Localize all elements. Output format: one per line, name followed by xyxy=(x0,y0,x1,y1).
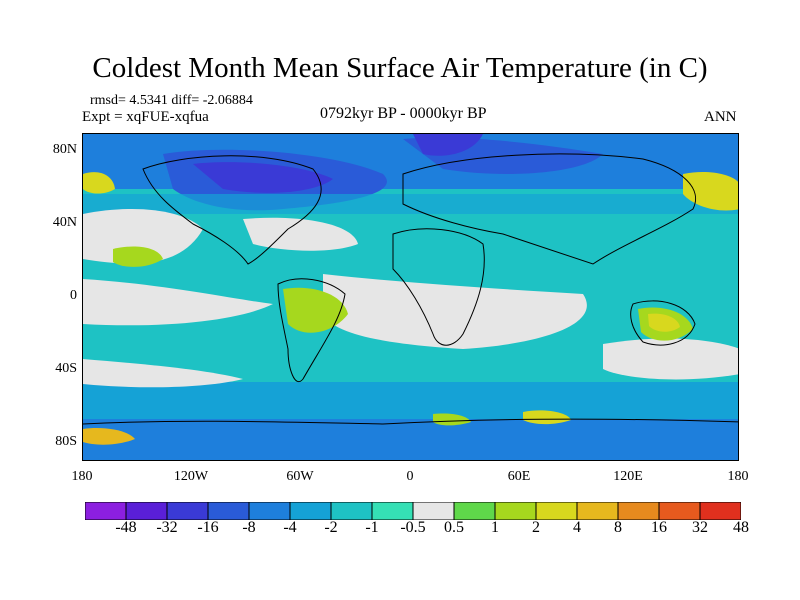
colorbar-swatch xyxy=(125,502,168,520)
north-america-coldest xyxy=(193,162,333,193)
time-period: 0792kyr BP - 0000kyr BP xyxy=(320,105,487,122)
coastline-antarctica xyxy=(83,418,738,425)
lon-label-120w: 120W xyxy=(173,469,209,484)
colorbar-swatch xyxy=(494,502,537,520)
south-pacific-neutral xyxy=(83,359,243,388)
coastline-eurasia xyxy=(402,153,696,265)
colorbar-tick-label: -32 xyxy=(156,519,178,536)
colorbar-swatch xyxy=(658,502,701,520)
kamchatka-warm xyxy=(683,172,738,211)
lon-label-180w: 180 xyxy=(71,469,93,484)
antarctic-warm-patch-2 xyxy=(433,413,471,426)
lat-label-80n: 80N xyxy=(52,142,77,157)
mid-latitude-band xyxy=(83,194,738,214)
lon-label-180e: 180 xyxy=(727,469,749,484)
australia-south-neutral xyxy=(603,338,738,380)
temperature-map xyxy=(83,134,738,460)
colorbar-tick-label: 32 xyxy=(692,519,708,536)
atlantic-north-neutral xyxy=(243,217,358,251)
ross-sea-warm xyxy=(83,428,135,445)
colorbar-swatch xyxy=(412,502,455,520)
colorbar-swatch xyxy=(330,502,373,520)
colorbar-tick-label: -16 xyxy=(197,519,219,536)
australia-warmer xyxy=(648,313,680,332)
coastline-australia xyxy=(630,300,696,346)
lon-label-120e: 120E xyxy=(613,469,643,484)
colorbar-tick-label: 0.5 xyxy=(444,519,464,536)
stats-experiment: Expt = xqFUE-xqfua xyxy=(82,109,209,125)
lat-label-80s: 80S xyxy=(55,434,77,449)
atlantic-indian-neutral xyxy=(323,274,587,349)
season-label: ANN xyxy=(704,109,737,125)
map-panel xyxy=(82,133,739,461)
colorbar-swatch xyxy=(289,502,332,520)
coastline-north-america xyxy=(142,155,322,265)
colorbar-swatch xyxy=(248,502,291,520)
coastline-south-america xyxy=(277,278,346,382)
colorbar-tick-label: 1 xyxy=(491,519,499,536)
colorbar-swatch xyxy=(576,502,619,520)
colorbar-swatch xyxy=(535,502,578,520)
arctic-coldest xyxy=(413,134,483,156)
colorbar-tick-label: 4 xyxy=(573,519,581,536)
lon-label-60w: 60W xyxy=(286,469,314,484)
lat-label-0: 0 xyxy=(70,288,77,303)
antarctic-warm-patch xyxy=(523,410,571,425)
colorbar-tick-label: 2 xyxy=(532,519,540,536)
antarctic-band xyxy=(83,419,738,460)
lat-label-40n: 40N xyxy=(52,215,77,230)
colorbar-tick-label: -4 xyxy=(283,519,297,536)
colorbar-swatch xyxy=(166,502,209,520)
stats-rmsd-diff: rmsd= 4.5341 diff= -2.06884 xyxy=(90,93,253,108)
south-america-warm xyxy=(283,287,348,333)
colorbar-tick-label: -8 xyxy=(242,519,256,536)
colorbar-swatch xyxy=(699,502,741,520)
map-title: Coldest Month Mean Surface Air Temperatu… xyxy=(92,52,708,84)
pacific-equator-neutral xyxy=(83,279,273,326)
colorbar-swatch xyxy=(453,502,496,520)
colorbar-tick-label: -2 xyxy=(324,519,338,536)
colorbar-swatch xyxy=(207,502,250,520)
colorbar-tick-label: -0.5 xyxy=(400,519,426,536)
coastline-africa xyxy=(392,228,485,346)
colorbar xyxy=(85,502,741,520)
alaska-warm xyxy=(83,172,115,194)
pacific-warm-patch xyxy=(113,246,163,267)
colorbar-tick-label: -1 xyxy=(365,519,379,536)
colorbar-tick-label: 48 xyxy=(733,519,749,536)
colorbar-swatch xyxy=(85,502,127,520)
colorbar-swatch xyxy=(371,502,414,520)
lon-label-0: 0 xyxy=(406,469,414,484)
lon-label-60e: 60E xyxy=(507,469,531,484)
colorbar-tick-label: 16 xyxy=(651,519,667,536)
colorbar-swatch xyxy=(617,502,660,520)
lat-label-40s: 40S xyxy=(55,361,77,376)
colorbar-tick-label: -48 xyxy=(115,519,137,536)
colorbar-tick-label: 8 xyxy=(614,519,622,536)
